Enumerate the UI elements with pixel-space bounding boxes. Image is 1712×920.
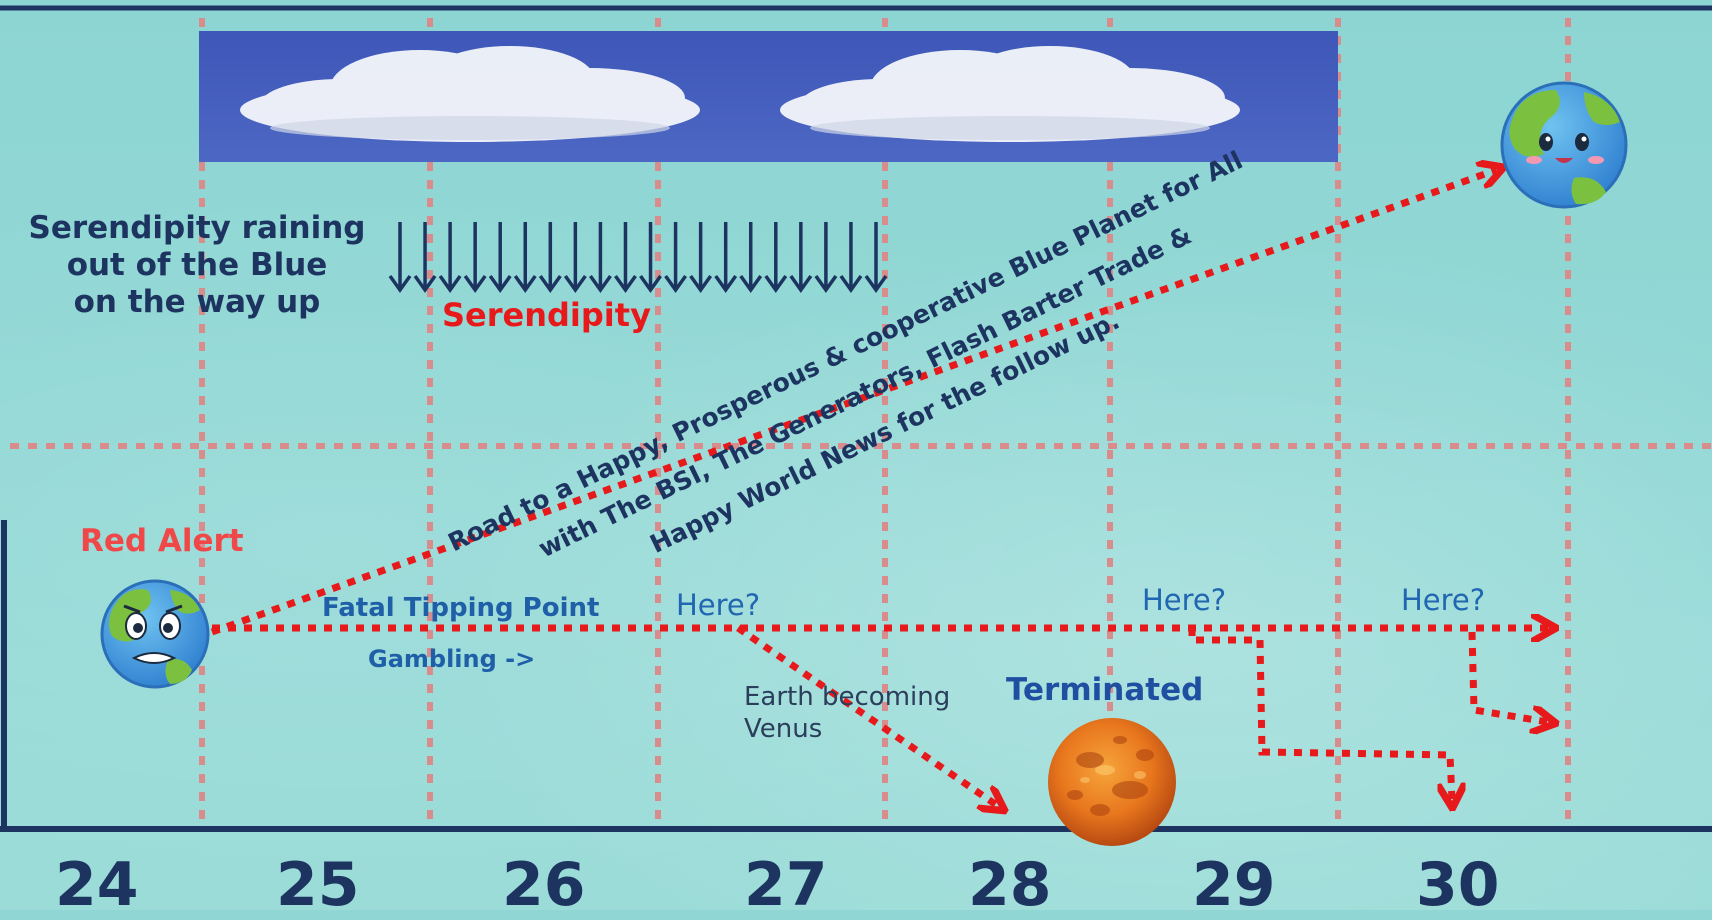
rain-arrow: [739, 222, 763, 294]
road-arrow: [210, 170, 1496, 636]
venus-planet-icon: [1048, 718, 1176, 846]
rain-arrow: [839, 222, 863, 294]
here-question-label: Here?: [1401, 583, 1486, 617]
rain-arrow: [714, 222, 738, 294]
rain-arrow: [488, 222, 512, 294]
clouds-image: [199, 31, 1338, 162]
serendipity-rain-arrows: [388, 222, 888, 294]
rain-arrow: [789, 222, 813, 294]
here-question-label: Here?: [1142, 583, 1227, 617]
rain-arrow: [639, 222, 662, 294]
venus-branch-arrow: [736, 625, 998, 806]
day30-branch-arrow: [1468, 631, 1548, 722]
rain-arrow: [463, 222, 487, 294]
fatal-tipping-point-label: Fatal Tipping Point: [322, 593, 600, 623]
happy-earth-icon: [1500, 81, 1628, 209]
rain-arrow: [413, 222, 437, 294]
rain-arrow: [864, 222, 888, 294]
rain-arrow: [563, 222, 587, 294]
day-label: 30: [1416, 850, 1500, 920]
terminated-label: Terminated: [1006, 672, 1204, 708]
day-label: 26: [502, 850, 586, 920]
rain-arrow: [538, 222, 562, 294]
gambling-label: Gambling ->: [368, 645, 536, 673]
earth-becoming-venus-label: Earth becoming Venus: [744, 682, 951, 744]
rain-arrow: [689, 222, 713, 294]
rain-arrow: [814, 222, 838, 294]
serendipity-label: Serendipity: [442, 296, 651, 334]
rain-arrow: [588, 222, 612, 294]
rain-arrow: [764, 222, 788, 294]
rain-arrow: [614, 222, 637, 294]
day29-branch-arrow: [1188, 628, 1452, 800]
rain-arrow: [513, 222, 537, 294]
here-question-label: Here?: [676, 588, 761, 622]
rain-arrow: [664, 222, 688, 294]
day-label: 24: [55, 850, 139, 920]
day-label: 29: [1192, 850, 1276, 920]
day-label: 28: [968, 850, 1052, 920]
red-alert-label: Red Alert: [80, 523, 244, 559]
rain-arrow: [388, 222, 412, 294]
serendipity-raining-label: Serendipity raining out of the Blue on t…: [28, 210, 366, 320]
worried-earth-icon: [100, 579, 210, 689]
day-label: 25: [276, 850, 360, 920]
day-label: 27: [744, 850, 828, 920]
rain-arrow: [438, 222, 462, 294]
